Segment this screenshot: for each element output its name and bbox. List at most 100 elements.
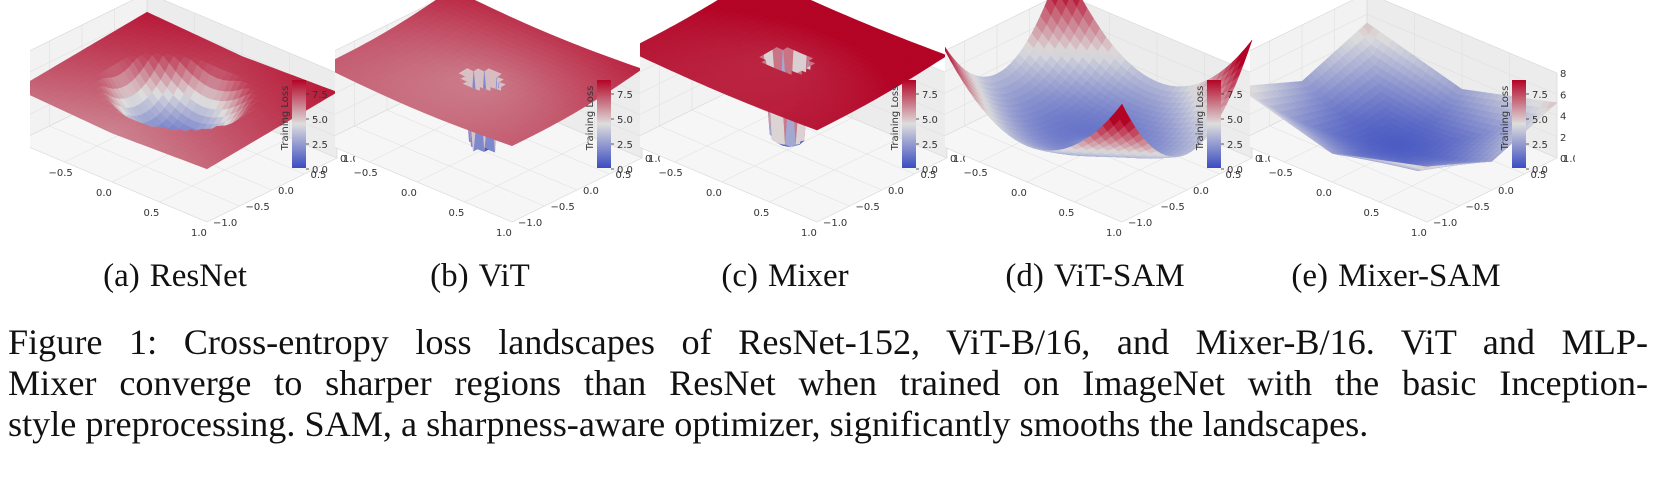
y-tick-label: −1.0 (1433, 218, 1457, 229)
colorbar-tick-label: 5.0 (617, 115, 633, 126)
z-tick-label: 4 (1560, 112, 1566, 123)
subcaption-resnet: (a) ResNet (25, 258, 325, 295)
x-tick-label: 0.0 (96, 188, 112, 199)
subcaption-label: (c) (721, 258, 758, 294)
x-tick-label: −0.5 (354, 168, 378, 179)
colorbar-tick-label: 7.5 (617, 90, 633, 101)
x-tick-label: −0.5 (1269, 168, 1293, 179)
colorbar-tick-label: 0.0 (617, 165, 633, 176)
z-tick-label: 2 (1560, 133, 1566, 144)
figure-row: −1.0−0.50.00.51.01.00.50.0−0.5−1.002468T… (30, 0, 1575, 310)
y-tick-label: −0.5 (856, 202, 880, 213)
y-tick-label: 0.0 (1498, 186, 1514, 197)
colorbar-tick-label: 0.0 (1532, 165, 1548, 176)
y-tick-label: 0.5 (1531, 170, 1547, 181)
x-tick-label: 0.0 (401, 188, 417, 199)
panel-mixer-sam: −1.0−0.50.00.51.01.00.50.0−0.5−1.002468T… (1250, 0, 1575, 310)
z-axis-label: Training Loss (890, 86, 901, 152)
colorbar-tick-label: 2.5 (1227, 140, 1243, 151)
y-tick-label: 0.0 (888, 186, 904, 197)
surface (640, 0, 948, 147)
colorbar-tick-label: 0.0 (1227, 165, 1243, 176)
x-tick-label: 0.0 (706, 188, 722, 199)
z-axis-label: Training Loss (280, 86, 291, 152)
x-tick-label: 1.0 (191, 228, 207, 239)
x-tick-label: 1.0 (801, 228, 817, 239)
subcaption-name: ResNet (149, 258, 247, 294)
y-tick-label: −1.0 (213, 218, 237, 229)
colorbar-tick-label: 7.5 (312, 90, 328, 101)
y-tick-label: −0.5 (1466, 202, 1490, 213)
y-tick-label: 1.0 (953, 154, 965, 165)
panel-vit-sam: −1.0−0.50.00.51.01.00.50.0−0.5−1.002468T… (945, 0, 1270, 310)
colorbar-tick-label: 0.0 (922, 165, 938, 176)
y-tick-label: 1.0 (648, 154, 660, 165)
y-tick-label: 1.0 (1258, 154, 1270, 165)
colorbar-tick-label: 2.5 (312, 140, 328, 151)
colorbar-tick-label: 2.5 (617, 140, 633, 151)
caption-line-1: Figure 1: Cross-entropy loss landscapes … (8, 322, 1648, 362)
colorbar-tick-label: 5.0 (312, 115, 328, 126)
colorbar-tick-label: 2.5 (922, 140, 938, 151)
y-tick-label: −0.5 (246, 202, 270, 213)
y-tick-label: 0.0 (1193, 186, 1209, 197)
z-tick-label: 0 (1560, 154, 1566, 165)
x-tick-label: −0.5 (964, 168, 988, 179)
caption-line-2: Mixer converge to sharper regions than R… (8, 363, 1648, 403)
colorbar (292, 80, 306, 168)
x-tick-label: 1.0 (1106, 228, 1122, 239)
colorbar-tick-label: 2.5 (1532, 140, 1548, 151)
y-tick-label: −0.5 (551, 202, 575, 213)
loss-landscape-vit-sam: −1.0−0.50.00.51.01.00.50.0−0.5−1.002468T… (945, 0, 1270, 239)
x-tick-label: −0.5 (659, 168, 683, 179)
subcaption-name: Mixer-SAM (1338, 258, 1501, 294)
y-tick-label: 0.0 (278, 186, 294, 197)
y-tick-label: 1.0 (343, 154, 355, 165)
subcaption-mixer: (c) Mixer (635, 258, 935, 295)
z-axis-label: Training Loss (585, 86, 596, 152)
panel-resnet: −1.0−0.50.00.51.01.00.50.0−0.5−1.002468T… (30, 0, 355, 310)
panel-vit: −1.0−0.50.00.51.01.00.50.0−0.5−1.002468T… (335, 0, 660, 310)
z-axis-label: Training Loss (1195, 86, 1206, 152)
loss-landscape-mixer: −1.0−0.50.00.51.01.00.50.0−0.5−1.002468T… (640, 0, 965, 239)
colorbar-tick-label: 5.0 (922, 115, 938, 126)
subcaption-mixer-sam: (e) Mixer-SAM (1246, 258, 1546, 295)
x-tick-label: 0.5 (1059, 208, 1075, 219)
y-tick-label: 0.5 (1226, 170, 1242, 181)
z-tick-label: 8 (1560, 69, 1566, 80)
y-tick-label: −1.0 (823, 218, 847, 229)
x-tick-label: 1.0 (496, 228, 512, 239)
x-tick-label: 0.5 (449, 208, 465, 219)
subcaption-vit: (b) ViT (330, 258, 630, 295)
loss-landscape-resnet: −1.0−0.50.00.51.01.00.50.0−0.5−1.002468T… (30, 0, 355, 239)
colorbar-tick-label: 7.5 (1227, 90, 1243, 101)
x-tick-label: 1.0 (1411, 228, 1427, 239)
z-tick-label: 6 (1560, 90, 1566, 101)
x-tick-label: 0.5 (1364, 208, 1380, 219)
subcaption-label: (b) (430, 258, 469, 294)
y-tick-label: 0.5 (616, 170, 632, 181)
y-tick-label: −0.5 (1161, 202, 1185, 213)
y-tick-label: 0.0 (583, 186, 599, 197)
y-tick-label: −1.0 (1128, 218, 1152, 229)
subcaption-label: (a) (103, 258, 140, 294)
z-tick-label: 0 (645, 154, 651, 165)
colorbar-tick-label: 7.5 (1532, 90, 1548, 101)
z-axis-label: Training Loss (1500, 86, 1511, 152)
y-tick-label: 0.5 (921, 170, 937, 181)
x-tick-label: 0.5 (144, 208, 160, 219)
x-tick-label: 0.0 (1316, 188, 1332, 199)
y-tick-label: −1.0 (518, 218, 542, 229)
colorbar (1512, 80, 1526, 168)
y-tick-label: 0.5 (311, 170, 327, 181)
caption-line-3: style preprocessing. SAM, a sharpness-aw… (8, 404, 1369, 444)
colorbar (902, 80, 916, 168)
colorbar-tick-label: 5.0 (1227, 115, 1243, 126)
subcaption-label: (e) (1291, 258, 1329, 294)
loss-landscape-mixer-sam: −1.0−0.50.00.51.01.00.50.0−0.5−1.002468T… (1250, 0, 1575, 239)
colorbar-tick-label: 0.0 (312, 165, 328, 176)
subcaption-label: (d) (1005, 258, 1044, 294)
loss-landscape-vit: −1.0−0.50.00.51.01.00.50.0−0.5−1.002468T… (335, 0, 660, 239)
x-tick-label: 0.0 (1011, 188, 1027, 199)
x-tick-label: 0.5 (754, 208, 770, 219)
